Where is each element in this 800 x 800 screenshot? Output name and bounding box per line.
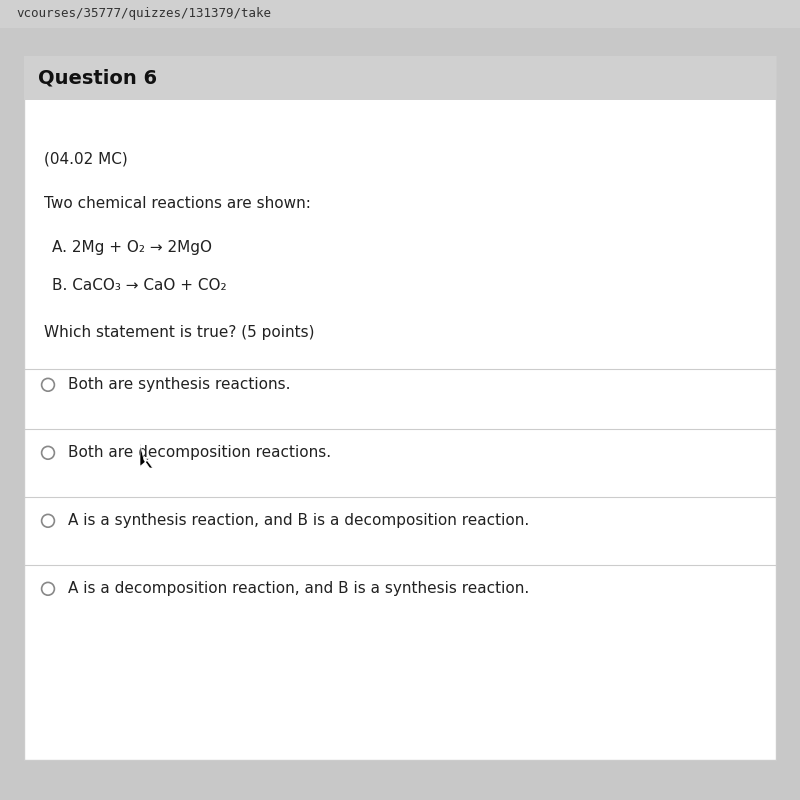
- Text: Both are synthesis reactions.: Both are synthesis reactions.: [68, 378, 290, 392]
- Text: (04.02 MC): (04.02 MC): [44, 152, 128, 167]
- Text: A. 2Mg + O₂ → 2MgO: A. 2Mg + O₂ → 2MgO: [52, 240, 212, 255]
- FancyBboxPatch shape: [24, 56, 776, 100]
- Text: Both are decomposition reactions.: Both are decomposition reactions.: [68, 446, 331, 460]
- Text: vcourses/35777/quizzes/131379/take: vcourses/35777/quizzes/131379/take: [16, 7, 271, 21]
- Polygon shape: [140, 444, 153, 468]
- Text: A is a decomposition reaction, and B is a synthesis reaction.: A is a decomposition reaction, and B is …: [68, 582, 530, 596]
- Text: Two chemical reactions are shown:: Two chemical reactions are shown:: [44, 196, 311, 211]
- Text: Question 6: Question 6: [38, 69, 158, 87]
- FancyBboxPatch shape: [0, 0, 800, 28]
- Text: B. CaCO₃ → CaO + CO₂: B. CaCO₃ → CaO + CO₂: [52, 278, 226, 294]
- FancyBboxPatch shape: [24, 56, 776, 760]
- Text: A is a synthesis reaction, and B is a decomposition reaction.: A is a synthesis reaction, and B is a de…: [68, 514, 530, 528]
- Text: Which statement is true? (5 points): Which statement is true? (5 points): [44, 325, 314, 340]
